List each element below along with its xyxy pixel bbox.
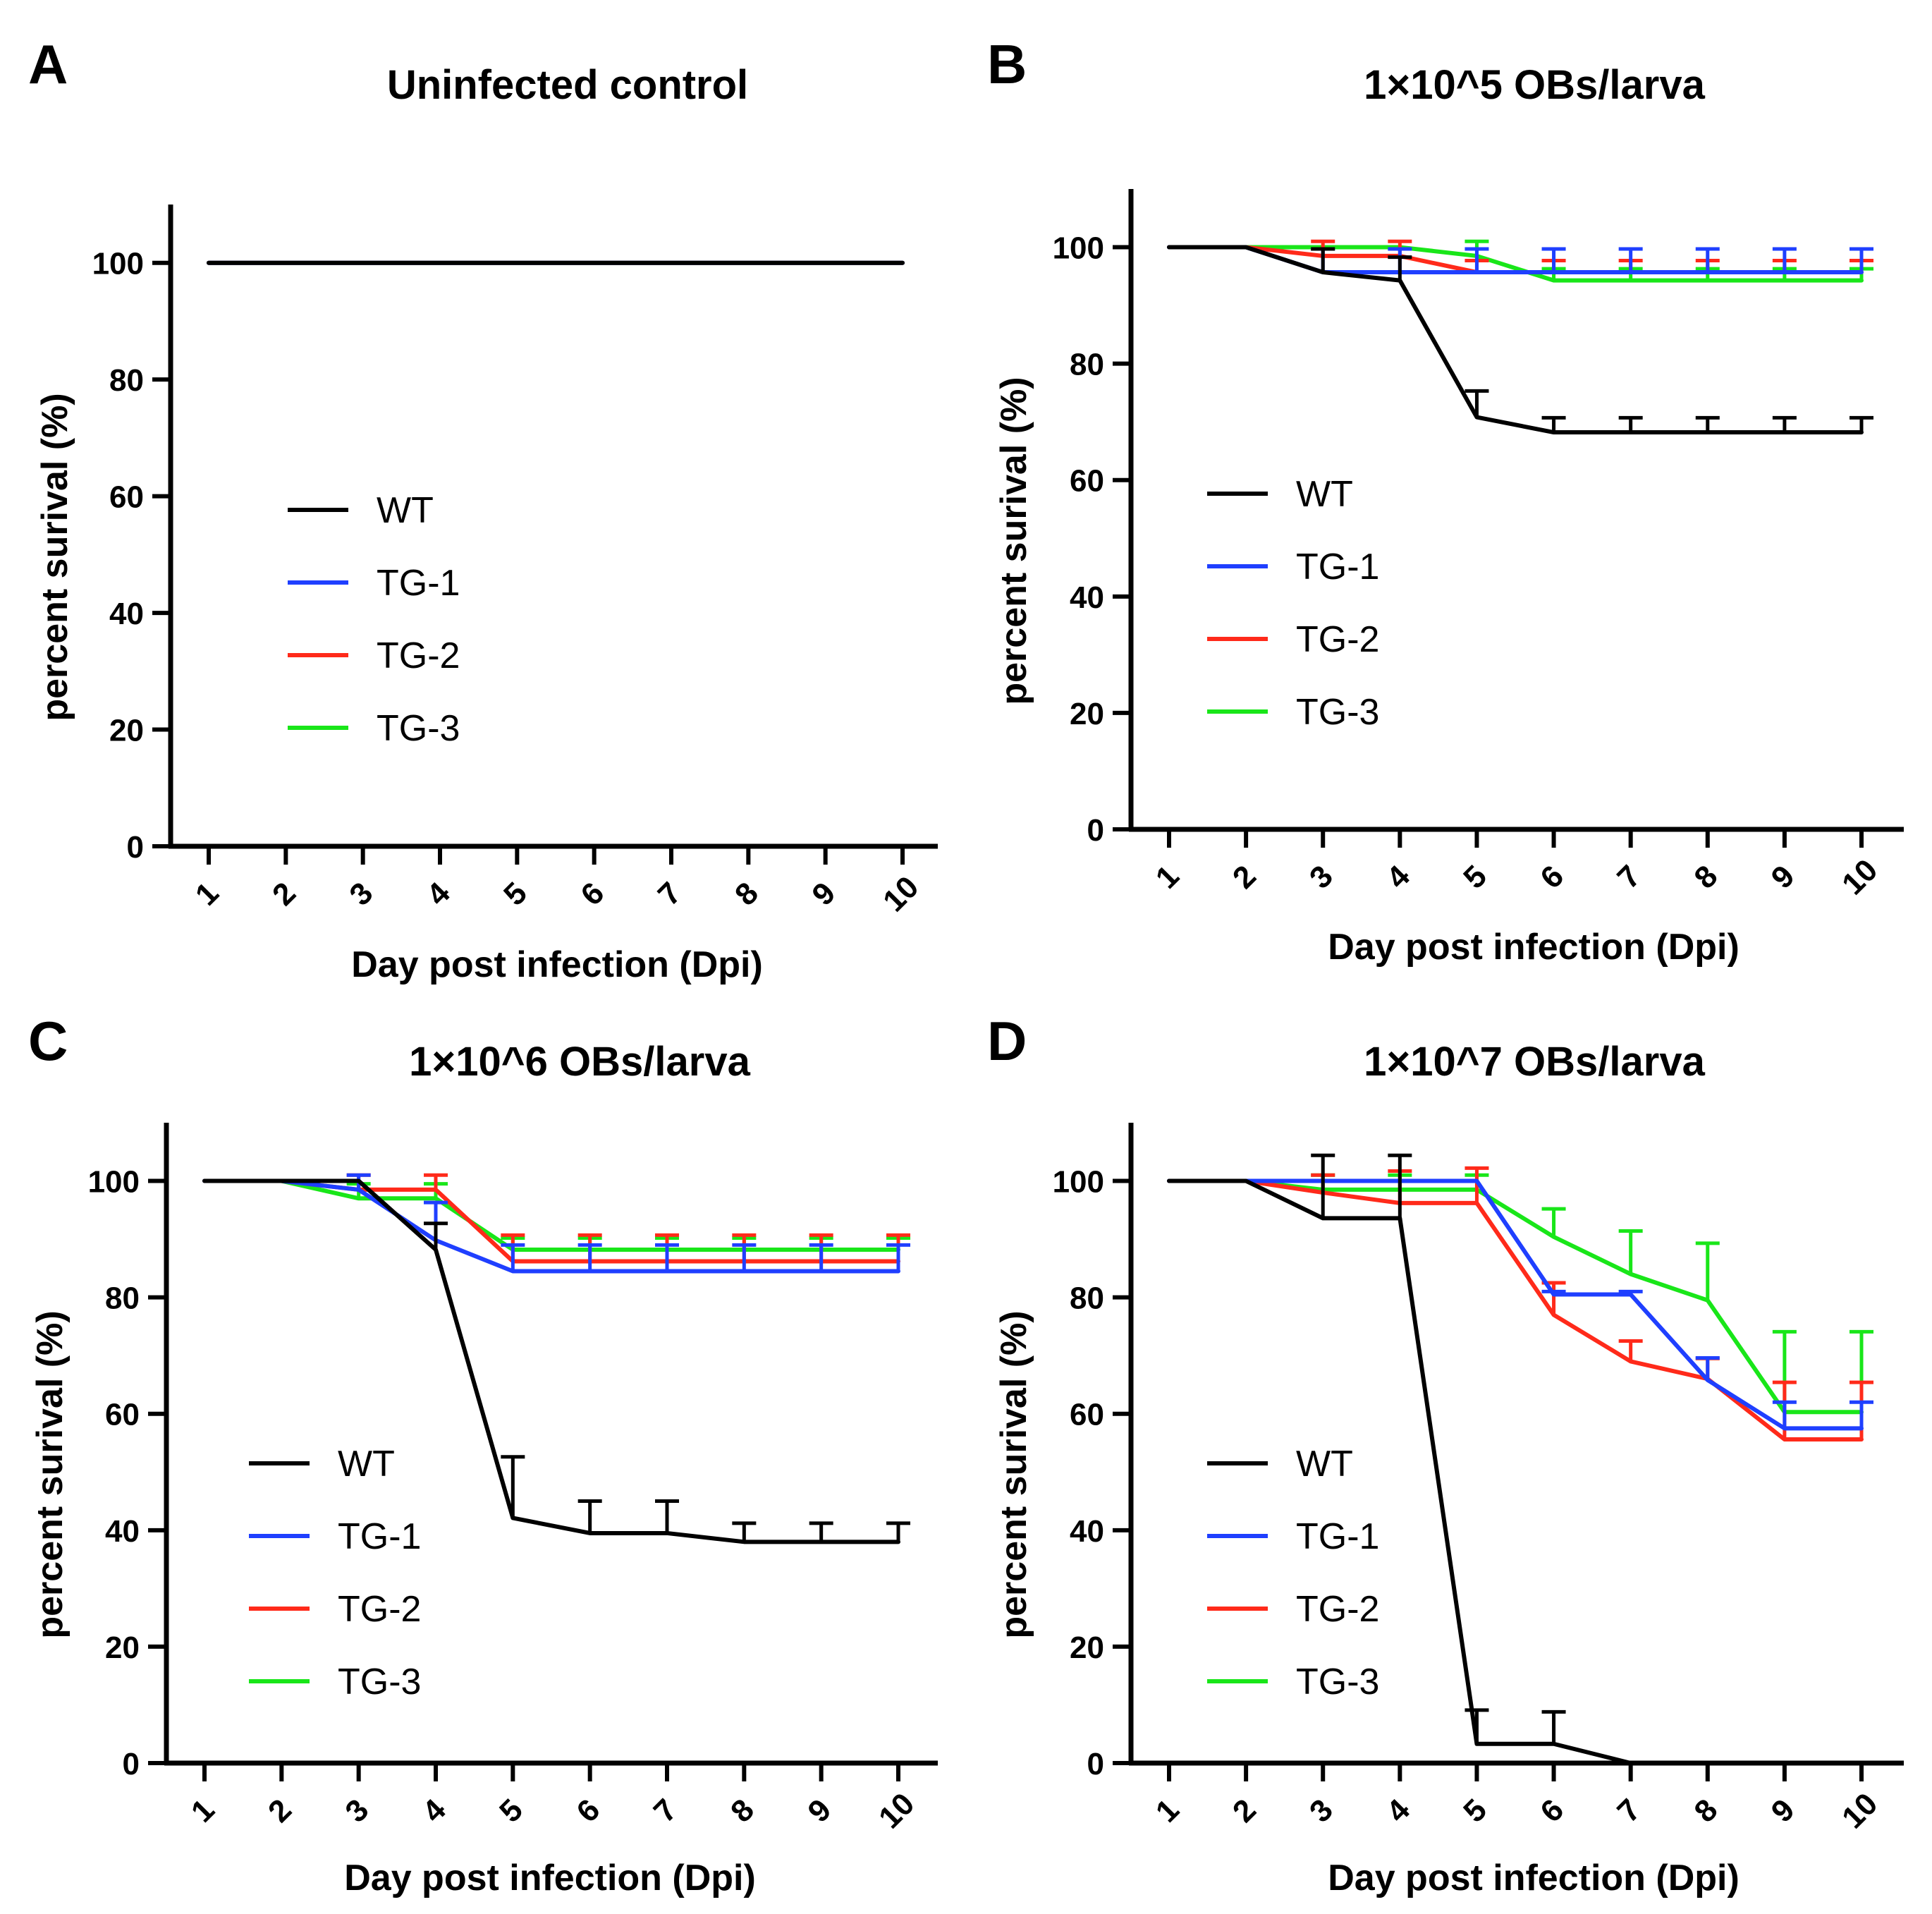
series-wt bbox=[1167, 245, 1873, 435]
legend-label: TG-3 bbox=[1296, 1662, 1379, 1702]
series-line bbox=[1167, 245, 1864, 283]
legend: WT TG-1 TG-2 TG-3 bbox=[249, 1444, 421, 1702]
legend-label: TG-3 bbox=[338, 1662, 421, 1702]
y-tick-label: 0 bbox=[1087, 1747, 1104, 1781]
y-axis-label: percent surival (%) bbox=[993, 1310, 1034, 1638]
y-axis-label: percent surival (%) bbox=[30, 1310, 71, 1638]
y-tick-label: 40 bbox=[105, 1514, 140, 1549]
panel-letter: C bbox=[28, 1010, 68, 1072]
series-line bbox=[202, 1178, 900, 1252]
legend: WT TG-1 TG-2 TG-3 bbox=[288, 490, 460, 749]
y-tick-label: 100 bbox=[1053, 1165, 1104, 1200]
legend-label: TG-2 bbox=[1296, 1589, 1379, 1630]
series-tg-1 bbox=[1167, 1178, 1873, 1431]
legend-label: TG-2 bbox=[377, 635, 460, 676]
y-tick-label: 40 bbox=[109, 597, 144, 631]
x-axis-label: Day post infection (Dpi) bbox=[344, 1858, 756, 1898]
y-tick-label: 40 bbox=[1070, 1514, 1104, 1549]
panel-title: 1×10^7 OBs/larva bbox=[1364, 1039, 1705, 1085]
legend-label: TG-1 bbox=[1296, 1516, 1379, 1557]
x-axis-label: Day post infection (Dpi) bbox=[1328, 927, 1740, 968]
legend-label: WT bbox=[338, 1444, 395, 1485]
legend-label: TG-2 bbox=[338, 1589, 421, 1630]
y-tick-label: 0 bbox=[127, 830, 144, 865]
series-wt bbox=[202, 1178, 910, 1544]
legend-label: WT bbox=[377, 490, 434, 531]
series-line bbox=[1167, 1178, 1864, 1442]
x-axis-label: Day post infection (Dpi) bbox=[351, 944, 763, 985]
y-tick-label: 40 bbox=[1070, 580, 1104, 615]
y-tick-label: 60 bbox=[1070, 1398, 1104, 1432]
series-line bbox=[202, 1178, 900, 1274]
legend-label: TG-1 bbox=[1296, 547, 1379, 587]
panel-letter: D bbox=[987, 1010, 1027, 1072]
y-tick-label: 100 bbox=[88, 1165, 140, 1200]
legend: WT TG-1 TG-2 TG-3 bbox=[1207, 474, 1379, 733]
y-tick-label: 60 bbox=[105, 1398, 140, 1432]
x-axis-label: Day post infection (Dpi) bbox=[1328, 1858, 1740, 1898]
y-tick-label: 20 bbox=[1070, 1630, 1104, 1665]
y-tick-label: 100 bbox=[92, 247, 144, 281]
y-tick-label: 80 bbox=[105, 1281, 140, 1316]
series-line bbox=[1167, 1178, 1864, 1431]
legend-label: TG-1 bbox=[338, 1516, 421, 1557]
series-wt bbox=[1167, 1153, 1864, 1765]
y-tick-label: 60 bbox=[109, 480, 144, 515]
y-axis-label: percent surival (%) bbox=[35, 393, 75, 721]
panel-title: 1×10^5 OBs/larva bbox=[1364, 62, 1705, 108]
y-tick-label: 80 bbox=[1070, 1281, 1104, 1316]
legend-label: TG-2 bbox=[1296, 619, 1379, 660]
y-tick-label: 20 bbox=[105, 1630, 140, 1665]
y-tick-label: 20 bbox=[109, 714, 144, 748]
panel-letter: A bbox=[28, 33, 68, 95]
panel-letter: B bbox=[987, 33, 1027, 95]
series-line bbox=[202, 1178, 900, 1544]
legend: WT TG-1 TG-2 TG-3 bbox=[1207, 1444, 1379, 1702]
y-tick-label: 80 bbox=[1070, 348, 1104, 382]
series-tg-1 bbox=[202, 1173, 910, 1274]
y-tick-label: 60 bbox=[1070, 464, 1104, 499]
y-tick-label: 20 bbox=[1070, 697, 1104, 731]
y-axis-label: percent surival (%) bbox=[993, 377, 1034, 705]
y-tick-label: 100 bbox=[1053, 231, 1104, 266]
y-tick-label: 0 bbox=[123, 1747, 140, 1781]
legend-label: TG-1 bbox=[377, 563, 460, 604]
series-line bbox=[1167, 245, 1864, 435]
legend-label: TG-3 bbox=[1296, 692, 1379, 733]
panel-title: Uninfected control bbox=[387, 62, 748, 108]
panel-title: 1×10^6 OBs/larva bbox=[409, 1039, 750, 1085]
legend-label: TG-3 bbox=[377, 708, 460, 749]
y-tick-label: 0 bbox=[1087, 813, 1104, 848]
series-line bbox=[1167, 1178, 1864, 1765]
legend-label: WT bbox=[1296, 474, 1353, 515]
legend-label: WT bbox=[1296, 1444, 1353, 1485]
y-tick-label: 80 bbox=[109, 363, 144, 398]
